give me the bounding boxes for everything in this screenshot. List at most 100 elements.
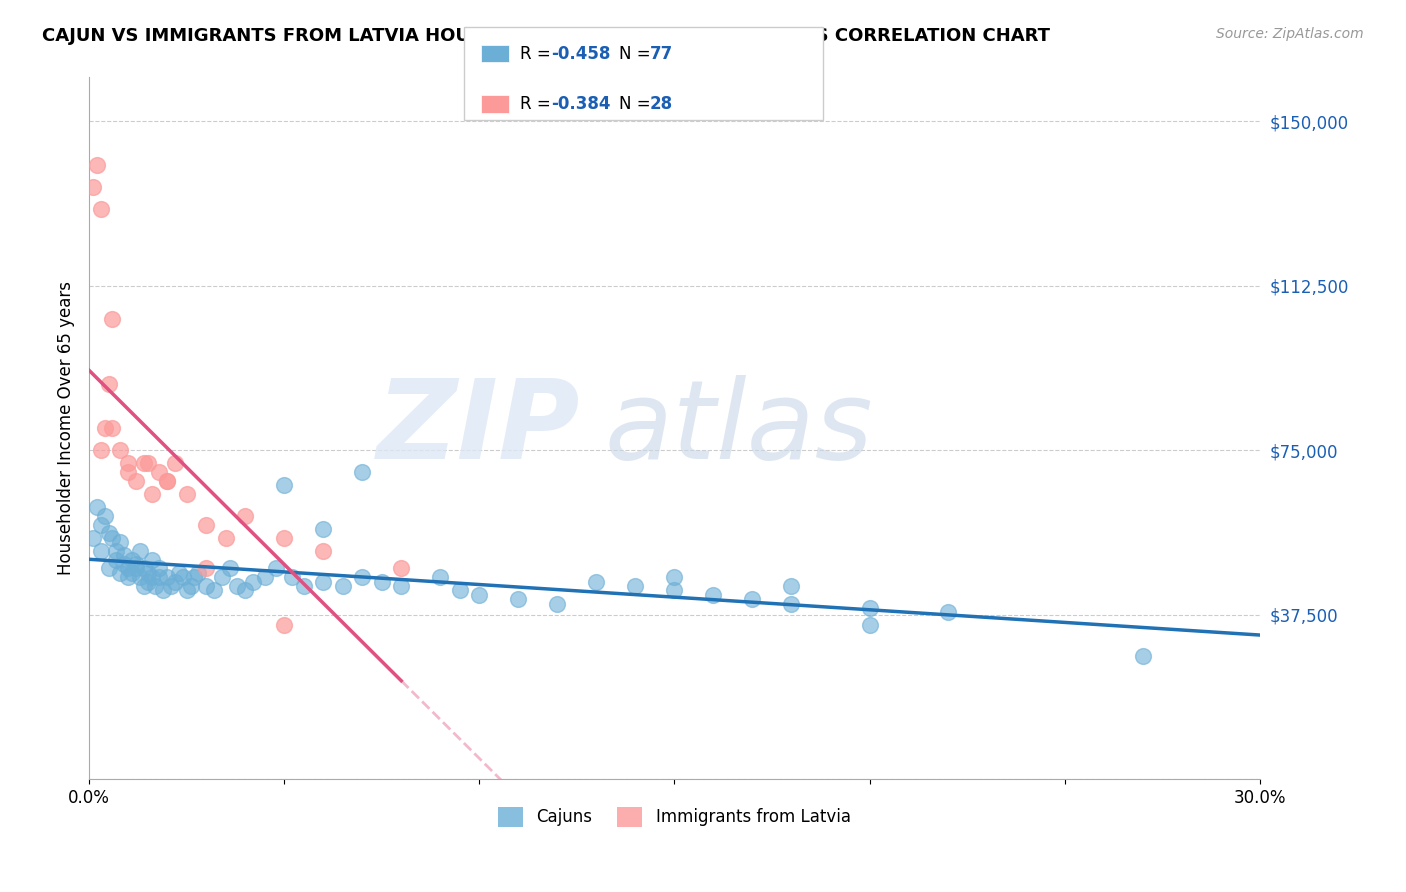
Point: [90, 202, 112, 216]
Point: [128, 544, 150, 558]
Point: [624, 579, 647, 593]
Text: 28: 28: [650, 95, 672, 113]
Point: [1132, 649, 1154, 664]
Point: [82, 180, 104, 194]
Point: [90, 544, 112, 558]
Point: [86, 158, 108, 172]
Point: [141, 487, 163, 501]
Point: [312, 544, 335, 558]
Text: R =: R =: [520, 95, 557, 113]
Point: [508, 592, 530, 607]
Point: [125, 474, 148, 488]
Point: [214, 531, 236, 545]
Text: -0.384: -0.384: [551, 95, 610, 113]
Point: [97, 561, 120, 575]
Text: CAJUN VS IMMIGRANTS FROM LATVIA HOUSEHOLDER INCOME OVER 65 YEARS CORRELATION CHA: CAJUN VS IMMIGRANTS FROM LATVIA HOUSEHOL…: [42, 27, 1050, 45]
Point: [93, 421, 115, 435]
Point: [121, 552, 143, 566]
Point: [128, 570, 150, 584]
Point: [125, 557, 148, 571]
Point: [141, 552, 163, 566]
Point: [101, 531, 124, 545]
Point: [352, 465, 374, 479]
Point: [117, 465, 139, 479]
Point: [312, 522, 335, 536]
Point: [195, 517, 218, 532]
Point: [121, 566, 143, 580]
Point: [183, 570, 205, 584]
Point: [176, 583, 198, 598]
Point: [86, 500, 108, 514]
Point: [858, 618, 880, 632]
Point: [156, 570, 179, 584]
Point: [90, 517, 112, 532]
Point: [389, 579, 412, 593]
Point: [110, 535, 132, 549]
Point: [211, 570, 233, 584]
Point: [585, 574, 607, 589]
Point: [148, 561, 170, 575]
Point: [233, 583, 256, 598]
Text: R =: R =: [520, 45, 557, 62]
Text: 77: 77: [650, 45, 673, 62]
Point: [780, 579, 803, 593]
Point: [226, 579, 249, 593]
Point: [105, 544, 128, 558]
Point: [101, 311, 124, 326]
Point: [148, 465, 170, 479]
Point: [195, 579, 218, 593]
Point: [187, 566, 209, 580]
Point: [110, 566, 132, 580]
Point: [110, 443, 132, 458]
Point: [132, 456, 155, 470]
Point: [664, 570, 686, 584]
Point: [163, 456, 186, 470]
Point: [702, 588, 724, 602]
Point: [312, 574, 335, 589]
Point: [156, 474, 179, 488]
Point: [546, 597, 568, 611]
Point: [741, 592, 763, 607]
Point: [468, 588, 491, 602]
Point: [125, 561, 148, 575]
Point: [82, 531, 104, 545]
Point: [136, 574, 159, 589]
Point: [152, 583, 174, 598]
Point: [242, 574, 264, 589]
Point: [233, 508, 256, 523]
Point: [117, 456, 139, 470]
Point: [112, 557, 135, 571]
Point: [90, 443, 112, 458]
Point: [936, 605, 959, 619]
Point: [101, 421, 124, 435]
Point: [105, 552, 128, 566]
Point: [132, 579, 155, 593]
Point: [148, 570, 170, 584]
Point: [429, 570, 451, 584]
Point: [292, 579, 315, 593]
Point: [160, 579, 183, 593]
Point: [156, 474, 179, 488]
Point: [352, 570, 374, 584]
Point: [202, 583, 225, 598]
Point: [176, 487, 198, 501]
Point: [332, 579, 354, 593]
Point: [780, 597, 803, 611]
Y-axis label: Householder Income Over 65 years: Householder Income Over 65 years: [58, 281, 75, 575]
Text: atlas: atlas: [605, 375, 873, 482]
Point: [389, 561, 412, 575]
Legend: Cajuns, Immigrants from Latvia: Cajuns, Immigrants from Latvia: [491, 800, 858, 834]
Point: [117, 570, 139, 584]
Point: [93, 508, 115, 523]
Text: Source: ZipAtlas.com: Source: ZipAtlas.com: [1216, 27, 1364, 41]
Text: N =: N =: [619, 95, 655, 113]
Point: [858, 601, 880, 615]
Point: [112, 549, 135, 563]
Text: ZIP: ZIP: [377, 375, 581, 482]
Point: [136, 456, 159, 470]
Point: [172, 570, 194, 584]
Text: N =: N =: [619, 45, 655, 62]
Point: [281, 570, 304, 584]
Point: [195, 561, 218, 575]
Point: [167, 566, 190, 580]
